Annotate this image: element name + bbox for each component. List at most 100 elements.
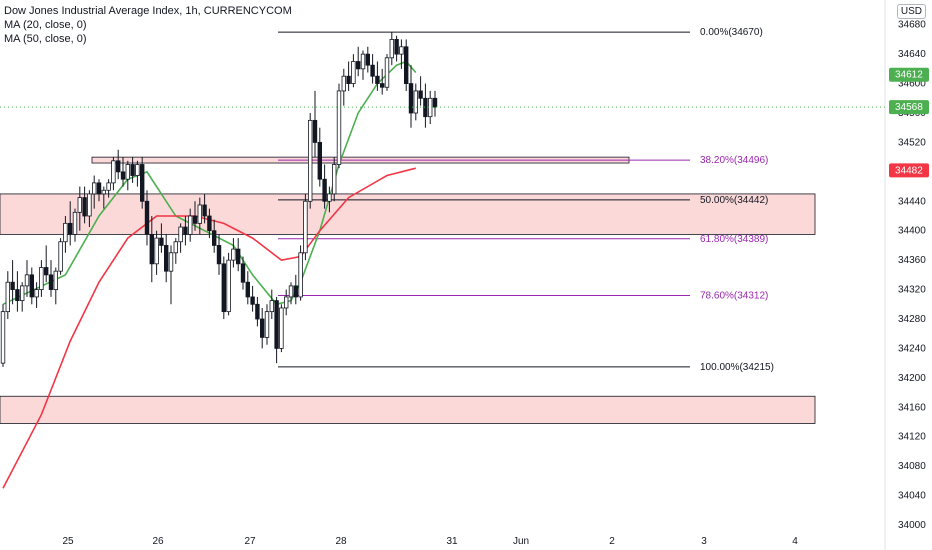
candlesticks: [0, 32, 438, 367]
y-tick-label: 34640: [898, 49, 926, 60]
candle-body: [288, 285, 294, 298]
candle-body: [207, 215, 212, 232]
x-tick-label: 27: [244, 536, 256, 547]
currency-button[interactable]: USD: [896, 4, 926, 19]
candle-body: [283, 296, 289, 309]
candle: [202, 193, 207, 224]
candle: [413, 83, 418, 121]
candle: [82, 186, 87, 224]
candle-body: [423, 97, 428, 118]
candle: [187, 208, 193, 242]
candle: [312, 90, 318, 158]
candle-body: [0, 311, 6, 364]
candle: [245, 271, 250, 305]
candle: [68, 201, 73, 246]
candle-body: [116, 160, 121, 173]
candle-body: [178, 226, 183, 243]
candle-body: [331, 164, 337, 195]
candle: [240, 256, 246, 290]
candle-body: [250, 296, 255, 305]
candle: [120, 157, 126, 187]
moving-averages: [2, 60, 417, 489]
y-tick-label: 34080: [898, 461, 926, 472]
candle-body: [379, 83, 385, 88]
candle-body: [159, 237, 164, 246]
candle: [269, 289, 274, 319]
candle-body: [183, 226, 188, 235]
candle: [384, 54, 390, 91]
candle: [317, 127, 322, 187]
y-tick-label: 34360: [898, 255, 926, 266]
candle-body: [15, 289, 20, 302]
legend-ma20[interactable]: MA (20, close, 0): [4, 19, 87, 31]
candle: [255, 296, 260, 327]
candle-body: [322, 178, 327, 202]
candle: [111, 157, 116, 191]
candle: [92, 175, 97, 209]
candle-body: [53, 270, 58, 290]
candle: [423, 83, 428, 128]
candle-body: [394, 39, 399, 55]
legend-ma50[interactable]: MA (50, close, 0): [4, 33, 87, 45]
candle: [58, 238, 63, 275]
candle-body: [408, 83, 414, 114]
fibonacci-retracement[interactable]: 0.00%(34670) 38.20%(34496) 50.00%(34442) 61…: [278, 27, 774, 373]
candle: [10, 260, 15, 305]
candle-body: [399, 46, 404, 55]
price-tag: 34568: [889, 100, 929, 115]
candle: [360, 50, 366, 80]
candle: [15, 271, 20, 312]
candle: [264, 304, 270, 345]
candle: [389, 32, 394, 66]
candle: [106, 179, 111, 198]
y-tick-label: 34120: [898, 432, 926, 443]
x-tick-label: 25: [62, 536, 74, 547]
candle: [399, 39, 404, 69]
y-tick-label: 34200: [898, 373, 926, 384]
candle-body: [375, 75, 380, 84]
candle-body: [163, 245, 169, 272]
candle: [39, 260, 44, 297]
candle: [173, 238, 178, 264]
candle: [322, 164, 327, 209]
candle-body: [341, 75, 346, 92]
candle-body: [120, 171, 126, 180]
y-tick-label: 34280: [898, 314, 926, 325]
candle: [288, 282, 294, 305]
candle: [207, 208, 212, 239]
candle: [235, 238, 241, 272]
zone-rect: [0, 193, 816, 235]
candle-body: [231, 248, 236, 261]
x-tick-label: Jun: [513, 536, 529, 547]
candle: [331, 157, 337, 202]
candle-body: [139, 164, 145, 202]
candle-body: [384, 57, 390, 88]
candle: [197, 197, 202, 235]
candle: [159, 223, 164, 253]
candle: [96, 179, 102, 202]
candle: [130, 157, 135, 183]
candle-body: [298, 252, 303, 298]
candle: [192, 201, 198, 231]
candle-body: [360, 53, 366, 70]
fib-label: 100.00%(34215): [700, 362, 774, 373]
candle-body: [264, 311, 270, 338]
candle-body: [255, 303, 260, 320]
candle-body: [144, 200, 150, 235]
candle: [250, 285, 255, 312]
candle: [283, 289, 289, 316]
candle: [116, 149, 121, 180]
candle-body: [44, 267, 49, 276]
candle-body: [82, 197, 87, 217]
x-tick-label: 28: [335, 536, 347, 547]
candle-body: [202, 204, 207, 217]
x-tick-label: 4: [792, 536, 798, 547]
candle-body: [312, 119, 318, 143]
candle-body: [63, 222, 68, 243]
candle: [5, 271, 10, 319]
candle-body: [355, 61, 361, 70]
candle: [211, 219, 217, 253]
candle-body: [221, 263, 226, 313]
